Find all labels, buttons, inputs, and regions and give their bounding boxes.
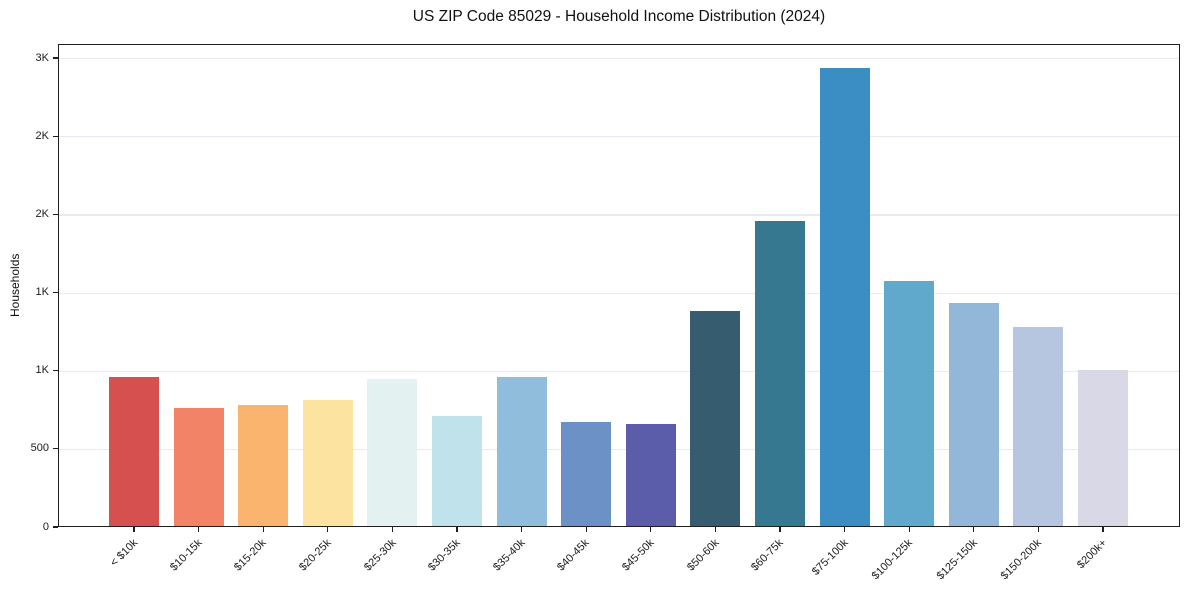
x-tick-label: $60-75k (749, 536, 786, 574)
x-tick-mark (327, 527, 329, 532)
bar-15-20k (238, 405, 289, 527)
gridline (58, 136, 1180, 138)
plot-border (58, 44, 1180, 527)
gridline (58, 448, 1180, 451)
bar-30-35k (432, 415, 482, 527)
y-tick-mark (53, 370, 58, 372)
x-tick-label: $150-200k (999, 536, 1045, 583)
x-tick-label: $75-100k (809, 536, 851, 578)
bar-40-45k (561, 421, 612, 527)
bar-125-150k (948, 303, 999, 527)
bar-50-60k (690, 310, 741, 527)
bar-200k (1078, 370, 1128, 527)
x-tick-label: $45-50k (620, 536, 657, 574)
x-tick-label: $125-150k (934, 536, 980, 583)
bar-75-100k (819, 67, 870, 527)
bar-20-25k (302, 400, 353, 527)
x-tick-label: $30-35k (426, 536, 463, 574)
x-tick-mark (908, 527, 910, 532)
x-tick-label: < $10k (107, 536, 140, 569)
x-tick-mark (1102, 527, 1104, 532)
x-tick-mark (843, 527, 846, 532)
bar-60-75k (755, 220, 805, 527)
x-tick-label: $10-15k (167, 536, 205, 574)
bar-25-30k (367, 378, 418, 527)
x-tick-mark (585, 527, 587, 532)
gridline (58, 292, 1180, 294)
x-tick-mark (391, 527, 394, 532)
chart-title: US ZIP Code 85029 - Household Income Dis… (412, 8, 826, 25)
gridline (58, 370, 1180, 372)
y-tick-label: 2K (35, 207, 49, 220)
y-tick-mark (53, 291, 58, 294)
y-tick-label: 2K (35, 129, 49, 142)
x-tick-label: $20-25k (297, 536, 334, 574)
x-tick-mark (520, 527, 523, 532)
x-tick-mark (133, 527, 135, 532)
bar-45-50k (625, 424, 676, 527)
y-tick-label: 1K (35, 286, 49, 298)
x-tick-label: $200k+ (1074, 536, 1109, 572)
x-tick-label: $35-40k (490, 536, 528, 574)
x-tick-label: $100-125k (869, 536, 916, 583)
y-tick-label: 500 (30, 442, 49, 455)
y-tick-mark (53, 526, 58, 528)
x-tick-mark (262, 527, 264, 532)
y-tick-mark (53, 448, 58, 450)
x-tick-mark (714, 527, 717, 532)
y-tick-label: 3K (35, 51, 49, 64)
x-tick-mark (1037, 527, 1040, 532)
bar-10k (109, 377, 159, 527)
x-tick-label: $40-45k (555, 536, 593, 574)
x-tick-mark (456, 527, 458, 532)
bar-10-15k (173, 407, 224, 527)
x-tick-label: $25-30k (361, 536, 399, 574)
y-tick-mark (53, 135, 58, 137)
y-tick-mark (53, 213, 58, 216)
bar-150-200k (1013, 326, 1064, 527)
bar-35-40k (496, 376, 547, 527)
x-tick-mark (973, 527, 975, 532)
bar-100-125k (884, 280, 935, 527)
x-tick-label: $15-20k (232, 536, 270, 574)
y-tick-mark (53, 57, 58, 59)
x-tick-mark (779, 527, 781, 532)
y-tick-label: 1K (35, 364, 49, 377)
x-tick-label: $50-60k (684, 536, 722, 574)
gridline (58, 58, 1180, 60)
x-tick-mark (650, 527, 652, 532)
y-tick-label: 0 (42, 520, 49, 533)
x-tick-mark (197, 527, 200, 532)
gridline (58, 214, 1180, 216)
